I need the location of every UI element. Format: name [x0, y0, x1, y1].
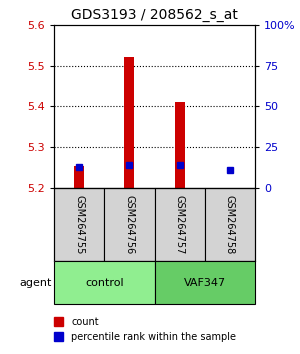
Text: agent: agent [19, 278, 52, 288]
Text: GSM264755: GSM264755 [74, 195, 84, 254]
Text: VAF347: VAF347 [184, 278, 226, 288]
Bar [225, 188, 235, 189]
Legend: count, percentile rank within the sample: count, percentile rank within the sample [50, 313, 240, 346]
Bar [74, 166, 84, 188]
FancyBboxPatch shape [54, 261, 154, 304]
Text: GSM264756: GSM264756 [124, 195, 134, 254]
Bar [175, 102, 184, 188]
Text: GSM264758: GSM264758 [225, 195, 235, 254]
Title: GDS3193 / 208562_s_at: GDS3193 / 208562_s_at [71, 8, 238, 22]
FancyBboxPatch shape [205, 188, 255, 261]
Text: GSM264757: GSM264757 [175, 195, 184, 254]
FancyBboxPatch shape [154, 261, 255, 304]
Text: control: control [85, 278, 124, 288]
FancyBboxPatch shape [54, 188, 104, 261]
FancyBboxPatch shape [104, 188, 154, 261]
Bar [124, 57, 134, 188]
FancyBboxPatch shape [154, 188, 205, 261]
